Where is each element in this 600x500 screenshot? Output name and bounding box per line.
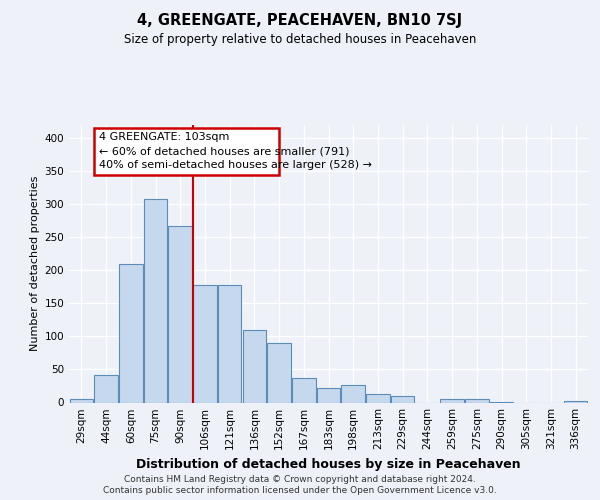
FancyBboxPatch shape — [94, 128, 279, 174]
Bar — [70, 399, 93, 402]
Bar — [169, 226, 192, 402]
Text: Contains HM Land Registry data © Crown copyright and database right 2024.: Contains HM Land Registry data © Crown c… — [124, 475, 476, 484]
Text: 4, GREENGATE, PEACEHAVEN, BN10 7SJ: 4, GREENGATE, PEACEHAVEN, BN10 7SJ — [137, 12, 463, 28]
Bar — [218, 285, 241, 403]
Bar — [242, 330, 266, 402]
Text: Size of property relative to detached houses in Peacehaven: Size of property relative to detached ho… — [124, 32, 476, 46]
Text: Contains public sector information licensed under the Open Government Licence v3: Contains public sector information licen… — [103, 486, 497, 495]
Bar — [440, 398, 464, 402]
Bar — [341, 386, 365, 402]
Bar — [465, 398, 488, 402]
X-axis label: Distribution of detached houses by size in Peacehaven: Distribution of detached houses by size … — [136, 458, 521, 471]
Bar — [366, 394, 389, 402]
Bar — [94, 375, 118, 402]
Text: 4 GREENGATE: 103sqm
← 60% of detached houses are smaller (791)
40% of semi-detac: 4 GREENGATE: 103sqm ← 60% of detached ho… — [99, 132, 372, 170]
Bar — [292, 378, 316, 402]
Y-axis label: Number of detached properties: Number of detached properties — [30, 176, 40, 352]
Bar — [193, 285, 217, 403]
Bar — [119, 264, 143, 402]
Bar — [268, 343, 291, 402]
Bar — [144, 199, 167, 402]
Bar — [391, 396, 415, 402]
Bar — [317, 388, 340, 402]
Bar — [564, 401, 587, 402]
